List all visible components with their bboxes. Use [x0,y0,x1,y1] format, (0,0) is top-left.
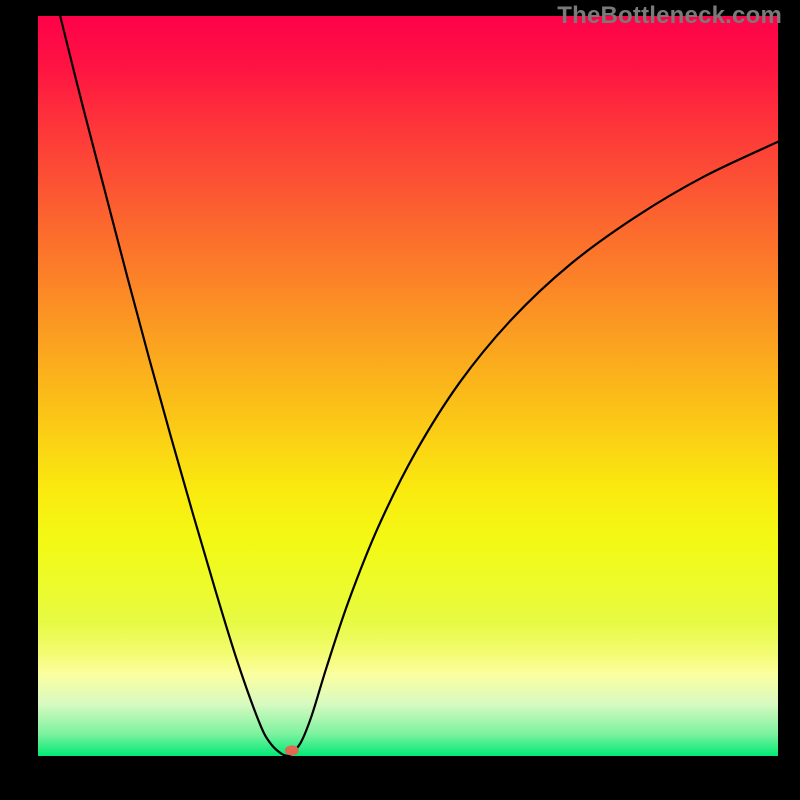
right-curve [290,142,778,756]
minimum-marker [285,745,299,755]
plot-area [38,16,778,756]
watermark-text: TheBottleneck.com [557,2,782,30]
chart-frame: TheBottleneck.com [0,0,800,800]
curve-layer [38,16,778,756]
left-curve [60,16,289,756]
